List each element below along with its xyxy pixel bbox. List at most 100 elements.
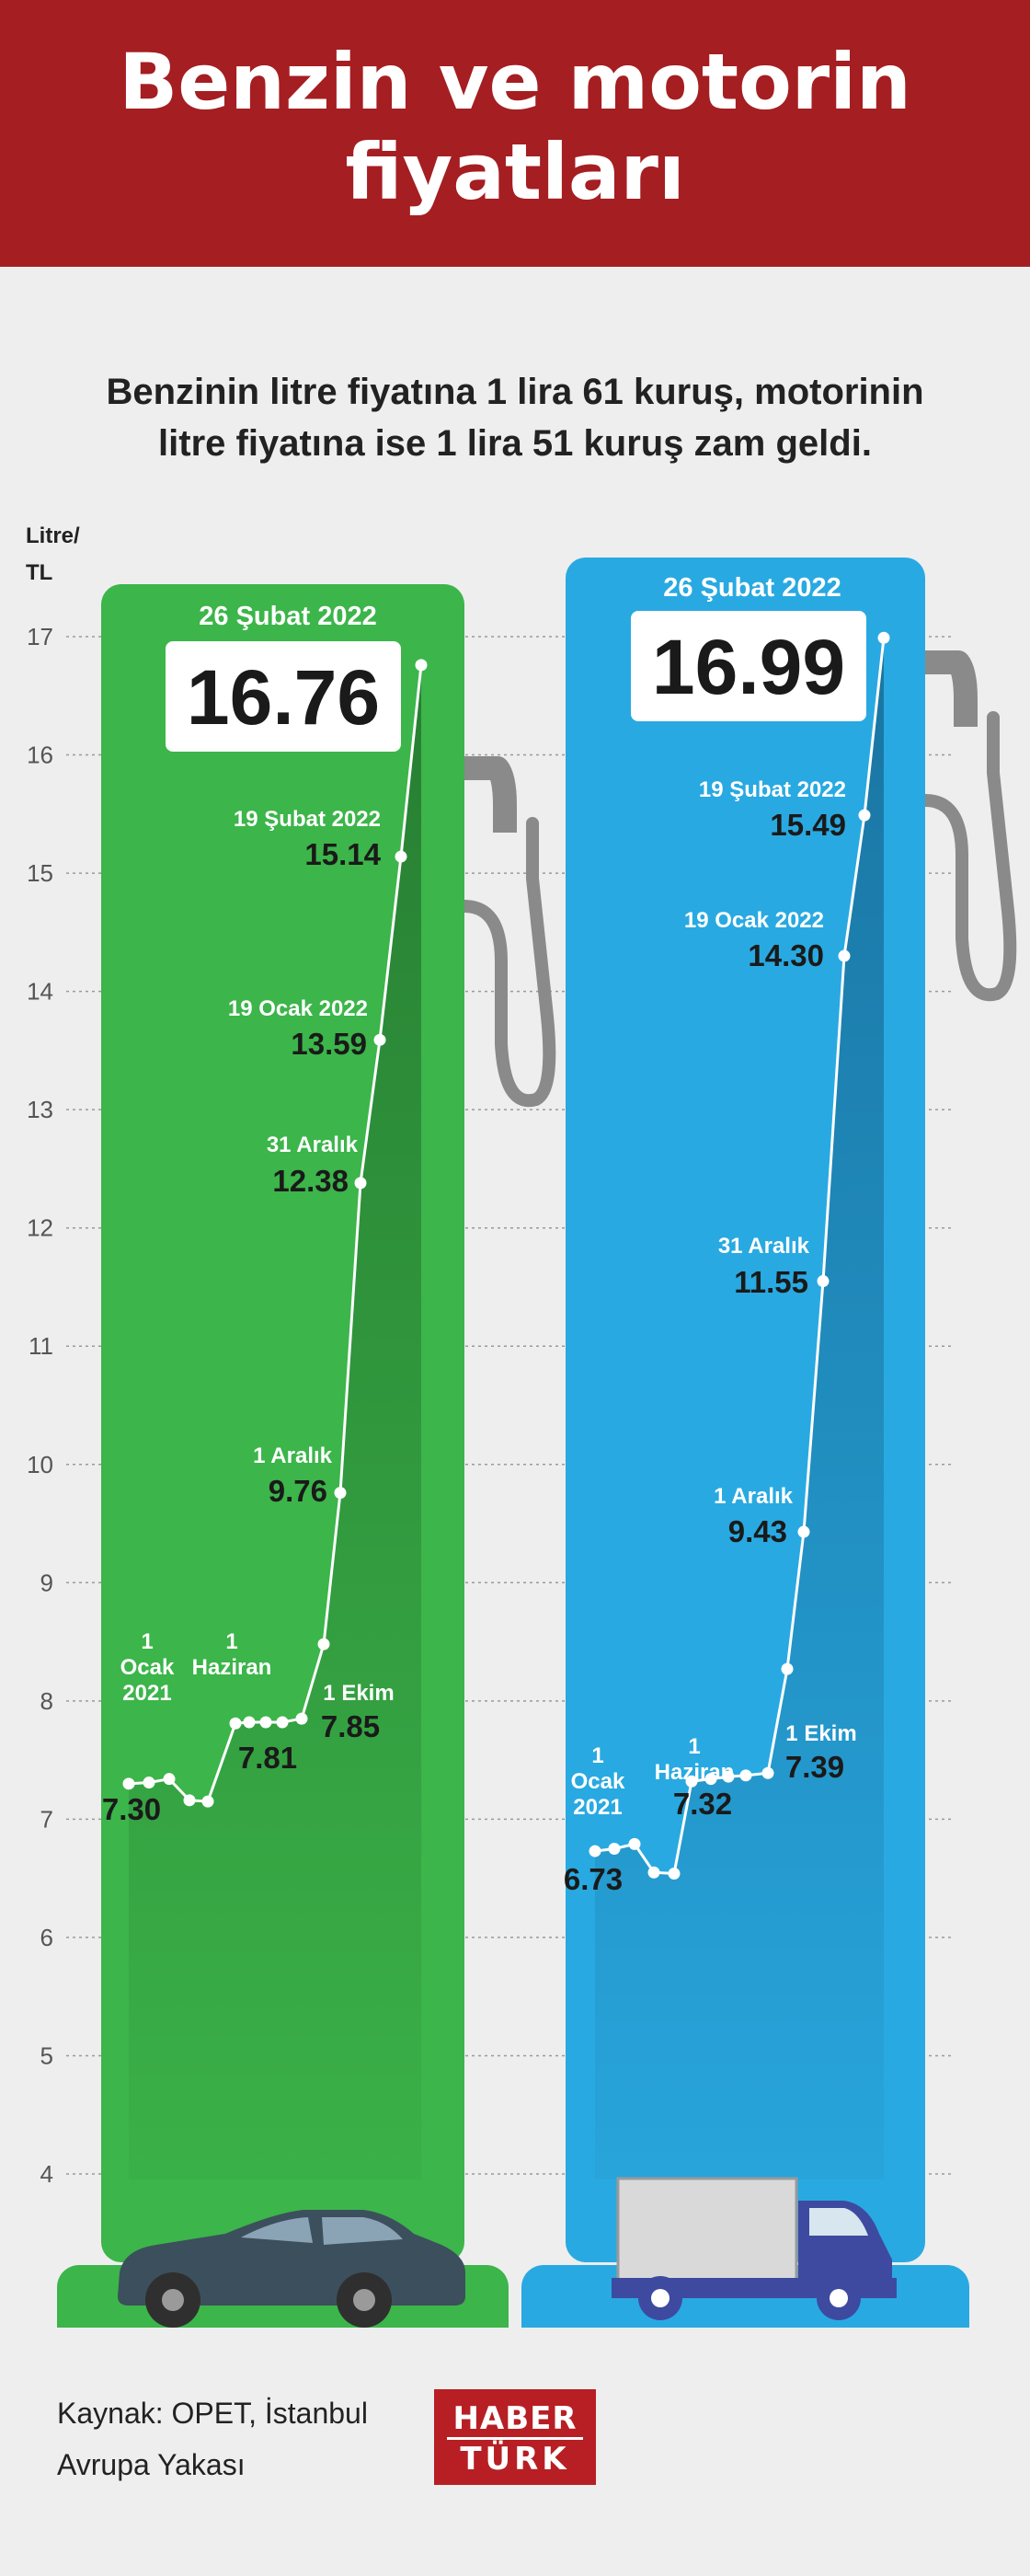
data-value-label: 12.38 — [272, 1164, 349, 1198]
data-value-label: 15.14 — [304, 837, 381, 871]
data-point — [817, 1275, 830, 1288]
data-value-label: 7.81 — [238, 1741, 297, 1775]
data-label: 1 Aralık — [714, 1484, 793, 1509]
y-tick-label: 4 — [40, 2160, 53, 2188]
data-value-label: 6.73 — [564, 1862, 623, 1896]
latest-date-label: 26 Şubat 2022 — [663, 573, 841, 603]
data-point — [608, 1843, 621, 1856]
data-point — [739, 1769, 752, 1782]
y-tick-label: 16 — [27, 742, 53, 769]
data-point — [838, 949, 851, 962]
data-point — [761, 1766, 774, 1779]
data-value-label: 11.55 — [734, 1265, 808, 1299]
data-label: 1 Ocak 2021 — [571, 1743, 625, 1820]
data-value-label: 7.39 — [785, 1750, 844, 1784]
data-point — [858, 809, 871, 822]
y-tick-label: 7 — [40, 1805, 53, 1833]
pump-hose — [458, 817, 556, 1108]
data-label: 1 Aralık — [253, 1443, 332, 1468]
data-point — [276, 1716, 289, 1729]
data-value-label: 7.32 — [673, 1787, 732, 1821]
haberturk-logo: HABER TÜRK — [434, 2389, 596, 2485]
fuel-nozzle-icon — [461, 756, 517, 833]
data-point — [354, 1177, 367, 1190]
series-area — [129, 664, 421, 2179]
data-label: 1 Ocak 2021 — [120, 1629, 175, 1706]
page-title: Benzin ve motorin fiyatları — [119, 37, 911, 217]
y-tick-label: 14 — [27, 978, 53, 1006]
data-label: 1 Haziran — [192, 1629, 272, 1680]
y-tick-label: 11 — [29, 1332, 53, 1360]
logo-bottom-text: TÜRK — [460, 2441, 570, 2478]
data-point — [143, 1777, 155, 1789]
fuel-nozzle-icon — [921, 650, 978, 727]
data-point — [781, 1662, 794, 1675]
data-point — [317, 1638, 330, 1650]
data-point — [259, 1716, 272, 1729]
data-point — [183, 1794, 196, 1807]
series-layer: 1 Ocak 2021 7.30 1 Haziran 7.81 1 Ekim 7.85 1 Ara… — [102, 573, 890, 2179]
y-tick-label: 17 — [27, 623, 53, 650]
data-value-label: 7.85 — [321, 1709, 380, 1743]
y-tick-label: 9 — [40, 1569, 53, 1596]
y-tick-label: 13 — [27, 1096, 53, 1123]
data-point — [373, 1033, 386, 1046]
data-label: 19 Ocak 2022 — [684, 908, 824, 933]
data-label: 19 Ocak 2022 — [228, 996, 368, 1021]
logo-top-text: HABER — [452, 2400, 578, 2437]
latest-value: 16.76 — [187, 654, 380, 741]
data-point — [334, 1487, 347, 1500]
data-point — [628, 1837, 641, 1850]
data-value-label: 13.59 — [291, 1027, 367, 1061]
data-point — [415, 659, 428, 672]
data-value-label: 14.30 — [748, 938, 824, 972]
latest-date-label: 26 Şubat 2022 — [199, 602, 376, 631]
data-point — [797, 1525, 810, 1538]
subtitle: Benzinin litre fiyatına 1 lira 61 kuruş,… — [106, 372, 924, 464]
y-tick-label: 6 — [40, 1924, 53, 1951]
pump-base-bottom — [521, 2300, 969, 2328]
benzin-series-line — [128, 664, 423, 1803]
data-label: 1 Haziran — [655, 1734, 735, 1785]
data-label: 31 Aralık — [718, 1234, 810, 1259]
motorin-series-line — [594, 638, 886, 1876]
header-banner: Benzin ve motorin fiyatları — [0, 0, 1030, 267]
y-axis-unit: Litre/ TL — [26, 523, 80, 585]
data-label: 19 Şubat 2022 — [234, 807, 381, 832]
data-point — [647, 1866, 660, 1879]
y-tick-label: 10 — [27, 1451, 53, 1478]
data-value-label: 7.30 — [102, 1792, 161, 1826]
data-point — [589, 1845, 601, 1857]
data-label: 19 Şubat 2022 — [699, 777, 846, 802]
data-point — [122, 1777, 135, 1790]
data-value-label: 15.49 — [770, 808, 846, 842]
latest-value-box — [631, 611, 866, 721]
data-point — [395, 850, 407, 863]
latest-value-box — [166, 641, 401, 752]
grid-layer: 4 5 6 7 8 9 10 11 12 13 14 15 16 17 — [27, 623, 953, 2188]
logo-divider — [447, 2437, 583, 2440]
source-note: Kaynak: OPET, İstanbul Avrupa Yakası — [57, 2397, 368, 2481]
data-label: 31 Aralık — [267, 1133, 359, 1157]
data-point — [668, 1868, 681, 1880]
truck-icon — [612, 2177, 897, 2320]
y-tick-label: 15 — [27, 859, 53, 887]
data-value-label: 9.43 — [728, 1514, 787, 1548]
data-point — [229, 1717, 242, 1730]
series-area — [595, 638, 884, 2179]
data-point — [722, 1770, 735, 1783]
pump-hose — [919, 711, 1017, 1002]
latest-value: 16.99 — [652, 624, 845, 710]
data-point — [704, 1773, 717, 1786]
data-point — [201, 1795, 214, 1808]
data-label: 1 Ekim — [785, 1721, 856, 1746]
data-point — [877, 631, 890, 644]
data-point — [295, 1712, 308, 1725]
car-icon — [118, 2210, 465, 2328]
y-tick-label: 5 — [40, 2041, 53, 2069]
data-label: 1 Ekim — [323, 1681, 394, 1706]
data-point — [163, 1773, 176, 1786]
y-tick-label: 12 — [27, 1214, 53, 1242]
data-point — [685, 1775, 698, 1788]
